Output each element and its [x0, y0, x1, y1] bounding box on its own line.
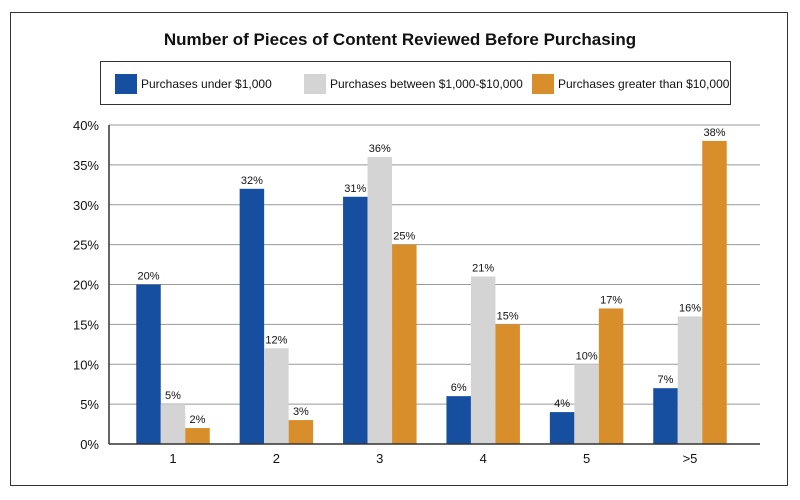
bar	[653, 388, 678, 444]
bar	[677, 316, 703, 444]
data-label: 7%	[658, 374, 674, 386]
legend-swatch	[304, 74, 326, 94]
data-label: 2%	[190, 414, 206, 426]
data-label: 3%	[293, 406, 309, 418]
y-tick-label: 40%	[73, 118, 99, 133]
bar	[367, 156, 393, 444]
bar	[549, 412, 575, 444]
data-label: 10%	[576, 350, 598, 362]
x-tick-label: >5	[683, 451, 698, 466]
bar	[446, 396, 471, 444]
data-label: 17%	[600, 294, 622, 306]
bar	[392, 244, 417, 444]
bar	[239, 188, 265, 444]
y-tick-label: 0%	[80, 437, 99, 452]
legend-label: Purchases greater than $10,000	[558, 77, 730, 91]
y-tick-label: 5%	[80, 397, 99, 412]
y-tick-label: 25%	[73, 238, 99, 253]
bar	[185, 428, 210, 444]
legend-item-1000-10000: Purchases between $1,000-$10,000	[304, 74, 523, 94]
bar	[574, 364, 599, 444]
data-label: 6%	[451, 382, 467, 394]
legend-item-under-1000: Purchases under $1,000	[115, 74, 272, 94]
legend-swatch	[115, 74, 137, 94]
chart-title: Number of Pieces of Content Reviewed Bef…	[163, 30, 637, 49]
data-label: 16%	[679, 302, 701, 314]
data-label: 38%	[703, 127, 725, 139]
legend-label: Purchases between $1,000-$10,000	[330, 77, 523, 91]
bar	[288, 420, 314, 444]
bar	[264, 348, 289, 444]
x-tick-label: 1	[169, 451, 176, 466]
data-label: 20%	[137, 271, 159, 283]
legend-item-over-10000: Purchases greater than $10,000	[532, 74, 729, 94]
data-label: 32%	[241, 175, 263, 187]
data-label: 31%	[344, 183, 366, 195]
data-label: 25%	[393, 231, 415, 243]
bar	[343, 196, 368, 444]
y-tick-label: 30%	[73, 198, 99, 213]
bar	[136, 284, 161, 444]
x-tick-label: 4	[480, 451, 487, 466]
data-label: 21%	[472, 263, 494, 275]
data-label: 36%	[369, 143, 391, 155]
y-tick-label: 20%	[73, 278, 99, 293]
x-tick-label: 3	[376, 451, 383, 466]
data-label: 4%	[554, 398, 570, 410]
legend-label: Purchases under $1,000	[141, 77, 272, 91]
x-tick-label: 2	[273, 451, 280, 466]
bar	[702, 140, 727, 444]
bar	[160, 404, 186, 444]
legend-swatch	[532, 74, 554, 94]
data-label: 5%	[165, 390, 181, 402]
y-tick-label: 10%	[73, 357, 99, 372]
bar	[598, 308, 624, 444]
bar	[470, 276, 496, 444]
y-tick-label: 35%	[73, 158, 99, 173]
data-label: 15%	[497, 310, 519, 322]
data-label: 12%	[265, 334, 287, 346]
y-tick-label: 15%	[73, 317, 99, 332]
bar	[495, 324, 520, 444]
chart-frame	[10, 12, 788, 486]
legend: Purchases under $1,000 Purchases between…	[100, 61, 731, 105]
x-tick-label: 5	[583, 451, 590, 466]
